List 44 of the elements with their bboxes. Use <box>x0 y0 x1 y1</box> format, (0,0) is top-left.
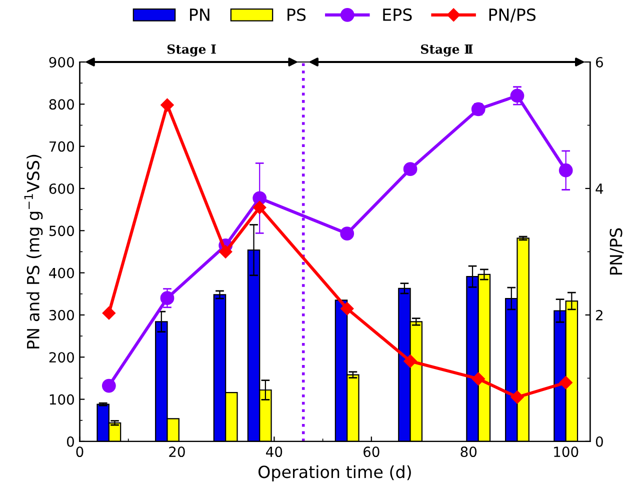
y2-tick-label: 0 <box>596 436 603 447</box>
legend-label: PS <box>288 8 306 22</box>
point <box>160 98 174 112</box>
point <box>340 226 354 241</box>
point <box>558 163 573 178</box>
y-tick-label: 400 <box>49 268 74 278</box>
y2-axis-title: PN/PS <box>610 228 624 274</box>
y-tick-label: 500 <box>49 226 74 236</box>
point <box>559 376 572 390</box>
point <box>472 372 485 386</box>
x-tick-label: 60 <box>364 446 380 458</box>
point <box>404 354 417 368</box>
y-tick-label: 200 <box>49 352 74 363</box>
point <box>253 200 266 214</box>
x-tick-label: 40 <box>266 446 282 458</box>
x-axis-title: Operation time (d) <box>258 465 411 482</box>
text: Stage I <box>167 44 216 56</box>
x-tick-label: 80 <box>460 446 477 458</box>
legend-label: PN <box>190 8 210 21</box>
y-tick-label: 600 <box>49 183 74 194</box>
x-tick-label: 0 <box>76 446 84 458</box>
y-tick-label: 800 <box>49 99 74 110</box>
x-tick-label: 20 <box>169 446 185 458</box>
text: Stage Ⅱ <box>421 44 473 56</box>
legend-label: EPS <box>383 8 412 22</box>
point <box>340 302 354 316</box>
point <box>102 306 116 320</box>
y-tick-label: 0 <box>66 436 74 447</box>
y-tick-label: 900 <box>49 56 74 68</box>
point <box>510 88 524 103</box>
point <box>102 378 116 393</box>
y-tick-label: 100 <box>50 394 74 405</box>
legend-label: PN/PS <box>489 8 536 22</box>
point <box>218 245 232 258</box>
point <box>160 291 174 306</box>
y-tick-label: 700 <box>50 141 74 152</box>
y-tick-label: 300 <box>49 310 74 320</box>
point <box>403 162 418 176</box>
y2-tick-label: 2 <box>596 310 602 320</box>
y2-tick-label: 4 <box>596 184 604 194</box>
x-tick-label: 100 <box>554 446 578 458</box>
y2-tick-label: 6 <box>596 56 603 68</box>
point <box>510 390 524 404</box>
y-axis-title: PN and PS (mg g$^{−1}$VSS) <box>24 154 43 348</box>
